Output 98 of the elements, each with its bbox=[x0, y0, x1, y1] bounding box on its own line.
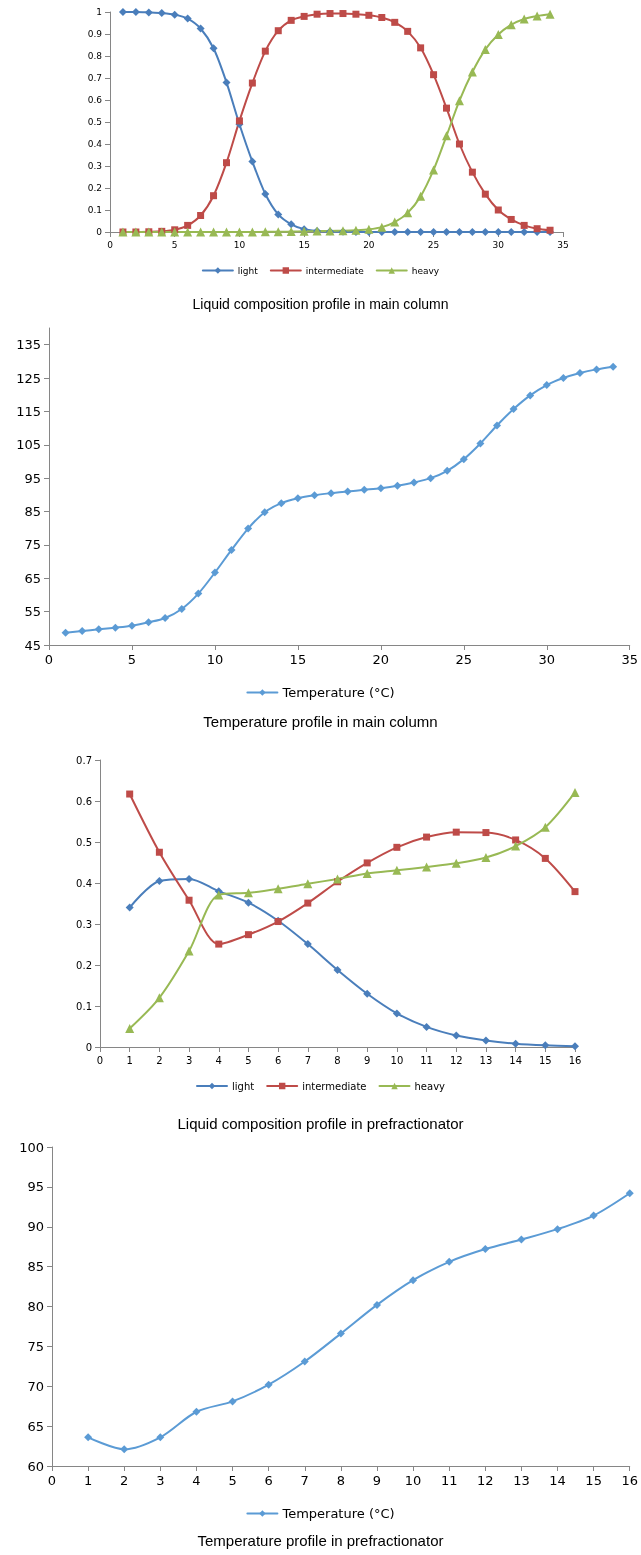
y-tick-label: 125 bbox=[16, 370, 41, 386]
legend-label: heavy bbox=[411, 265, 440, 276]
y-tick-label: 0.5 bbox=[76, 836, 92, 848]
legend-label: heavy bbox=[414, 1080, 446, 1092]
y-tick-label: 0.2 bbox=[87, 183, 102, 193]
y-tick-label: 105 bbox=[16, 437, 41, 453]
y-tick-label: 80 bbox=[27, 1299, 44, 1314]
x-tick-label: 2 bbox=[156, 1054, 163, 1066]
y-tick-label: 0.6 bbox=[76, 795, 92, 807]
legend-label: Temperature (°C) bbox=[281, 1506, 395, 1521]
text: Temperature profile in prefractionator bbox=[197, 1532, 444, 1549]
x-tick-label: 5 bbox=[245, 1054, 252, 1066]
x-tick-label: 5 bbox=[171, 239, 178, 250]
legend-label: Temperature (°C) bbox=[281, 685, 395, 700]
x-tick-label: 8 bbox=[336, 1473, 346, 1488]
x-tick-label: 35 bbox=[557, 239, 569, 250]
y-tick-label: 0.3 bbox=[76, 918, 92, 930]
x-tick-label: 16 bbox=[621, 1473, 638, 1488]
y-tick-label: 0.2 bbox=[76, 959, 92, 971]
x-tick-label: 10 bbox=[206, 652, 224, 667]
x-tick-label: 2 bbox=[120, 1473, 129, 1488]
legend-label: light bbox=[232, 1080, 255, 1092]
x-tick-label: 6 bbox=[264, 1473, 273, 1488]
x-tick-label: 25 bbox=[455, 652, 473, 667]
y-tick-label: 0 bbox=[85, 1041, 92, 1053]
y-tick-label: 65 bbox=[24, 570, 41, 586]
y-tick-label: 0.1 bbox=[87, 205, 102, 215]
text: Temperature profile in main column bbox=[203, 713, 438, 730]
y-tick-label: 45 bbox=[24, 637, 41, 653]
x-tick-label: 1 bbox=[126, 1054, 133, 1066]
x-tick-label: 7 bbox=[304, 1054, 311, 1066]
y-tick-label: 85 bbox=[27, 1259, 44, 1275]
x-tick-label: 25 bbox=[427, 239, 440, 250]
x-tick-label: 12 bbox=[449, 1054, 463, 1066]
y-tick-label: 0.3 bbox=[87, 161, 102, 171]
x-tick-label: 9 bbox=[364, 1054, 371, 1066]
legend-label: intermediate bbox=[302, 1080, 367, 1092]
x-tick-label: 30 bbox=[492, 239, 505, 250]
legend-label: light bbox=[237, 265, 259, 276]
x-tick-label: 15 bbox=[538, 1054, 552, 1066]
y-tick-label: 95 bbox=[27, 1179, 44, 1195]
x-tick-label: 10 bbox=[404, 1473, 422, 1488]
x-tick-label: 35 bbox=[621, 652, 638, 667]
x-tick-label: 6 bbox=[274, 1054, 282, 1066]
x-tick-label: 11 bbox=[440, 1473, 458, 1488]
y-tick-label: 0.7 bbox=[76, 754, 92, 766]
x-tick-label: 8 bbox=[334, 1054, 341, 1066]
x-tick-label: 14 bbox=[509, 1054, 522, 1066]
y-tick-label: 95 bbox=[24, 470, 41, 486]
x-tick-label: 15 bbox=[585, 1473, 602, 1488]
x-tick-label: 0 bbox=[107, 239, 114, 250]
y-tick-label: 0.5 bbox=[87, 117, 102, 127]
y-tick-label: 0 bbox=[96, 227, 103, 237]
x-tick-label: 5 bbox=[228, 1473, 237, 1488]
y-tick-label: 75 bbox=[27, 1338, 44, 1354]
x-tick-label: 5 bbox=[127, 652, 137, 667]
y-tick-label: 65 bbox=[27, 1418, 44, 1434]
y-tick-label: 0.6 bbox=[87, 95, 103, 105]
x-tick-label: 30 bbox=[538, 652, 556, 667]
y-tick-label: 90 bbox=[27, 1219, 44, 1235]
x-tick-label: 4 bbox=[192, 1473, 201, 1488]
y-tick-label: 0.4 bbox=[76, 877, 92, 889]
x-tick-label: 9 bbox=[372, 1473, 382, 1488]
y-tick-label: 55 bbox=[24, 604, 41, 620]
y-tick-label: 0.8 bbox=[87, 51, 103, 61]
x-tick-label: 15 bbox=[289, 652, 307, 667]
y-tick-label: 135 bbox=[16, 337, 41, 353]
legend-label: intermediate bbox=[305, 265, 365, 276]
text: Liquid composition profile in main column bbox=[192, 296, 449, 312]
text: Liquid composition profile in prefractionator bbox=[177, 1115, 464, 1132]
x-tick-label: 15 bbox=[298, 239, 310, 250]
x-tick-label: 14 bbox=[549, 1473, 566, 1488]
x-tick-label: 0 bbox=[44, 652, 54, 667]
y-tick-label: 1 bbox=[96, 7, 102, 17]
x-tick-label: 11 bbox=[420, 1054, 433, 1066]
y-tick-label: 0.9 bbox=[87, 29, 103, 39]
x-tick-label: 13 bbox=[513, 1473, 530, 1488]
x-tick-label: 3 bbox=[185, 1054, 193, 1066]
y-tick-label: 115 bbox=[16, 403, 41, 419]
x-tick-label: 20 bbox=[363, 239, 375, 250]
x-tick-label: 7 bbox=[300, 1473, 309, 1488]
y-tick-label: 100 bbox=[19, 1139, 44, 1155]
x-tick-label: 10 bbox=[233, 239, 246, 250]
y-tick-label: 0.7 bbox=[87, 73, 102, 83]
x-tick-label: 13 bbox=[479, 1054, 493, 1066]
y-tick-label: 85 bbox=[24, 504, 41, 520]
y-tick-label: 0.1 bbox=[76, 1000, 92, 1012]
y-tick-label: 75 bbox=[24, 537, 41, 553]
x-tick-label: 4 bbox=[215, 1054, 222, 1066]
x-tick-label: 16 bbox=[568, 1054, 582, 1066]
x-tick-label: 10 bbox=[390, 1054, 404, 1066]
x-tick-label: 12 bbox=[477, 1473, 494, 1488]
y-tick-label: 0.4 bbox=[87, 139, 103, 149]
x-tick-label: 20 bbox=[372, 652, 390, 667]
y-tick-label: 60 bbox=[27, 1458, 44, 1474]
x-tick-label: 3 bbox=[156, 1473, 165, 1488]
x-tick-label: 0 bbox=[47, 1473, 57, 1488]
y-tick-label: 70 bbox=[27, 1378, 44, 1394]
